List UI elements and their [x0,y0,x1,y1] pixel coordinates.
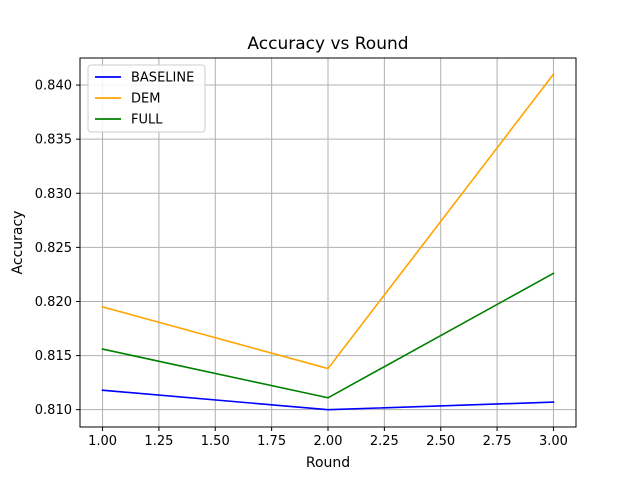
x-tick-label: 2.25 [370,434,399,449]
y-tick-label: 0.840 [35,79,72,94]
x-axis-title: Round [306,455,350,471]
series-lines [101,73,555,411]
y-tick-label: 0.825 [35,241,72,256]
legend-label-full: FULL [131,113,163,128]
legend-box [87,64,206,133]
y-tick-label: 0.835 [35,133,72,148]
axis-ticks: 1.00 1.25 1.50 1.75 2.00 2.25 2.50 2.75 3.00 0.81… [35,79,568,449]
x-tick-label: 1.00 [88,434,117,449]
y-tick-label: 0.815 [35,349,72,364]
x-tick-label: 3.00 [539,434,568,449]
x-tick-label: 2.75 [483,434,512,449]
x-tick-label: 2.00 [314,434,343,449]
y-tick-label: 0.830 [35,187,72,202]
series-line-dem [101,73,555,370]
y-axis-title: Accuracy [10,211,26,275]
x-tick-label: 1.50 [201,434,230,449]
y-tick-label: 0.820 [35,295,72,310]
y-tick-label: 0.810 [35,403,72,418]
x-tick-label: 2.50 [426,434,455,449]
chart-title: Accuracy vs Round [247,34,408,54]
series-line-baseline [101,389,555,411]
x-tick-label: 1.75 [257,434,286,449]
series-line-full [101,272,555,399]
legend-label-baseline: BASELINE [131,71,194,86]
legend-label-dem: DEM [131,92,160,107]
x-tick-label: 1.25 [144,434,173,449]
legend: BASELINE DEM FULL [87,64,206,133]
